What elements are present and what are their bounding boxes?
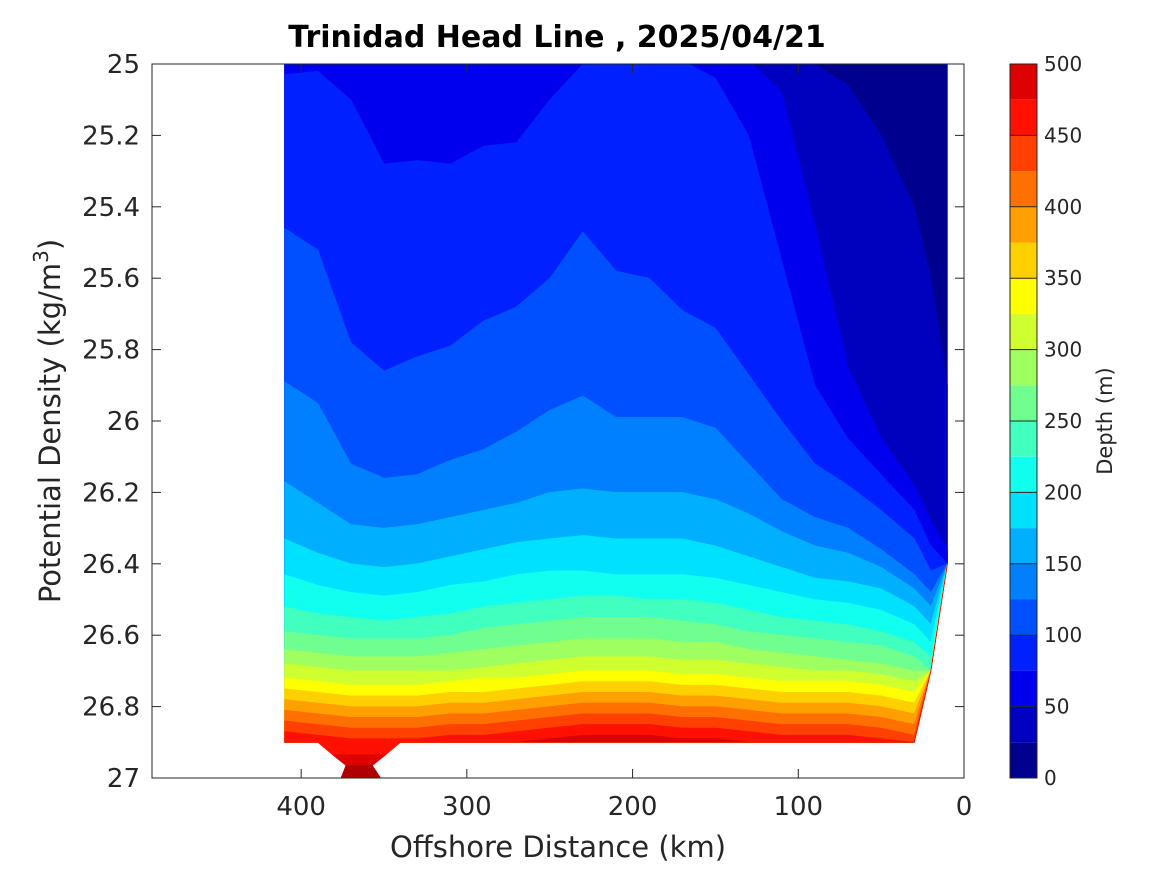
- y-tick-label: 25.2: [82, 121, 140, 151]
- y-tick-label: 26.6: [82, 621, 140, 651]
- colorbar-tick-label: 400: [1044, 195, 1082, 219]
- y-tick-label: 25.6: [82, 264, 140, 294]
- colorbar-tick-label: 0: [1044, 766, 1057, 790]
- colorbar-segment: [1010, 206, 1037, 243]
- x-tick-label: 300: [442, 792, 492, 822]
- x-tick-label: 0: [956, 792, 973, 822]
- colorbar-label: Depth (m): [1093, 367, 1117, 474]
- x-tick-label: 100: [773, 792, 823, 822]
- colorbar-frame: [1009, 63, 1038, 779]
- colorbar-tick-label: 450: [1044, 123, 1082, 147]
- colorbar-segment: [1010, 242, 1037, 279]
- colorbar-tick-label: 350: [1044, 266, 1082, 290]
- colorbar-segment: [1010, 171, 1037, 207]
- colorbar-segment: [1010, 349, 1037, 386]
- y-tick-label: 25.4: [82, 193, 140, 223]
- y-tick-label: 25.8: [82, 336, 140, 366]
- colorbar-segment: [1010, 492, 1037, 529]
- y-tick-label: 25: [107, 50, 140, 80]
- y-axis-label-superscript: 3: [29, 250, 53, 263]
- trough-band-450: [316, 741, 402, 756]
- y-axis-label-close: ): [33, 239, 67, 250]
- colorbar-tick-label: 100: [1044, 623, 1082, 647]
- trough-band-500: [340, 765, 382, 778]
- colorbar-segment: [1010, 599, 1037, 636]
- colorbar-segment: [1010, 635, 1037, 671]
- y-axis-label: Potential Density (kg/m3): [29, 239, 67, 603]
- y-tick-label: 26: [107, 407, 140, 437]
- x-tick-label: 200: [608, 792, 658, 822]
- x-axis: 400 300 200 100 0: [276, 64, 972, 822]
- x-tick-label: 400: [276, 792, 326, 822]
- colorbar-segment: [1010, 421, 1037, 457]
- colorbar-segment: [1010, 278, 1037, 314]
- colorbar-segment: [1010, 528, 1037, 564]
- colorbar-tick-label: 250: [1044, 409, 1082, 433]
- colorbar-segment: [1010, 456, 1037, 493]
- colorbar-tick-label: 150: [1044, 552, 1082, 576]
- depth-band-475: [284, 563, 948, 743]
- colorbar-segment: [1010, 563, 1037, 600]
- colorbar-segment: [1010, 670, 1037, 707]
- x-axis-label: Offshore Distance (km): [390, 830, 726, 864]
- y-tick-label: 26.8: [82, 693, 140, 723]
- y-axis: 25 25.2 25.4 25.6 25.8 26 26.2 26.4 26.6 26.8 27: [82, 50, 964, 794]
- y-tick-label: 27: [107, 764, 140, 794]
- colorbar-tick-label: 300: [1044, 338, 1082, 362]
- colorbar-tick-label: 500: [1044, 52, 1082, 76]
- colorbar-segment: [1010, 742, 1037, 778]
- colorbar-segment: [1010, 313, 1037, 350]
- colorbar-segment: [1010, 135, 1037, 172]
- colorbar-segment: [1010, 706, 1037, 743]
- trough-band-475: [331, 754, 387, 766]
- y-tick-label: 26.4: [82, 550, 140, 580]
- chart-title: Trinidad Head Line , 2025/04/21: [288, 20, 825, 55]
- colorbar-tick-label: 200: [1044, 480, 1082, 504]
- contour-field: [284, 64, 948, 778]
- y-axis-label-main: Potential Density (kg/m: [33, 263, 67, 603]
- colorbar-segment: [1010, 99, 1037, 136]
- colorbar-segment: [1010, 64, 1037, 100]
- colorbar: [1010, 64, 1037, 778]
- colorbar-tick-label: 50: [1044, 695, 1069, 719]
- y-tick-label: 26.2: [82, 478, 140, 508]
- colorbar-segment: [1010, 385, 1037, 421]
- colorbar-axis: 0 50 100 150 200 250 300 350 400 450 500: [1010, 52, 1082, 790]
